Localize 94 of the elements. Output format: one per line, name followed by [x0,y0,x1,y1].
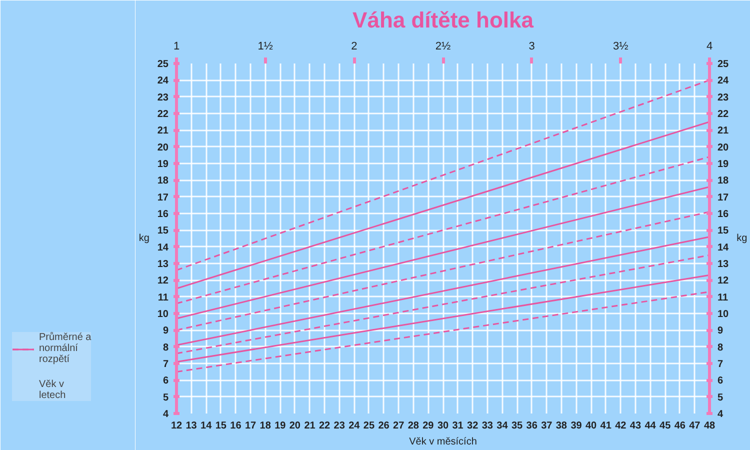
x-tick-label: 20 [289,420,301,432]
x-tick-label: 27 [393,420,405,432]
y2-tick-label: 4 [718,409,724,420]
x-tick-label: 12 [170,420,182,432]
y-tick-label: 5 [162,392,169,404]
x-tick-label: 19 [274,420,286,432]
x-tick-label: 35 [511,420,524,432]
x-tick-label: 41 [600,420,612,432]
x2-tick-label: 4 [706,40,713,52]
y-tick-label: 23 [157,92,169,104]
y-tick-label: 11 [158,292,169,304]
y2-tick-label: 17 [718,192,730,204]
x-tick-label: 14 [200,420,212,432]
y2-tick-label: 16 [718,209,730,220]
y-tick-label: 7 [162,359,169,370]
x-tick-label: 44 [644,420,656,432]
y-tick-label: 16 [157,209,169,220]
x-tick-label: 26 [378,420,390,432]
y-tick-label: 24 [157,76,169,87]
y2-tick-label: 6 [718,376,724,387]
x-tick-label: 23 [334,420,346,432]
y-tick-label: 9 [162,326,169,337]
x-tick-label: 32 [467,420,479,432]
x-tick-label: 13 [186,420,198,432]
x-tick-label: 28 [408,420,420,432]
y2-tick-label: 19 [718,159,730,170]
y-tick-label: 19 [157,159,169,170]
y-tick-label: 22 [157,109,169,120]
y-tick-label: 13 [157,259,169,270]
x-tick-label: 42 [615,420,627,432]
x-tick-label: 22 [318,420,331,432]
y-tick-label: 21 [157,126,169,137]
x-tick-label: 48 [704,420,716,432]
x2-tick-label: 1½ [258,40,273,52]
x2-tick-label: 3½ [613,40,628,52]
y2-tick-label: 18 [718,176,730,187]
x-tick-label: 31 [452,420,464,432]
y2-tick-label: 5 [718,392,724,404]
y2-tick-label: 14 [718,242,730,254]
y2-tick-label: 10 [718,309,730,320]
x-tick-label: 15 [215,420,227,432]
y-tick-label: 17 [157,192,169,204]
y-tick-label: 14 [157,242,169,254]
y-tick-label: 15 [157,226,169,237]
x-tick-label: 33 [482,420,494,432]
y2-tick-label: 23 [718,92,730,104]
x2-tick-label: 2 [351,40,358,52]
y-axis-title: kg [138,233,150,244]
x-tick-label: 16 [230,420,242,432]
x-tick-label: 30 [437,420,449,432]
y2-tick-label: 9 [718,326,724,337]
y-tick-label: 25 [157,59,169,70]
x-axis-title: Věk v měsících [409,436,477,448]
y-tick-label: 20 [157,142,169,154]
y2-tick-label: 22 [718,109,730,120]
x-tick-label: 46 [674,420,686,432]
chart-title: Váha dítěte holka [352,8,534,32]
x-tick-label: 36 [526,420,538,432]
y-tick-label: 4 [162,409,169,420]
y-tick-label: 8 [162,342,169,354]
x-tick-label: 47 [689,420,701,432]
y2-tick-label: 15 [718,226,730,237]
y2-tick-label: 25 [718,59,730,70]
x2-tick-label: 1 [173,40,180,52]
x2-tick-label: 2½ [435,40,451,52]
y2-tick-label: 8 [718,342,724,354]
y-tick-label: 18 [157,176,169,187]
y2-axis-title: kg [736,233,748,244]
y2-tick-label: 13 [718,259,730,270]
y-tick-label: 6 [162,376,169,387]
x-tick-label: 18 [260,420,272,432]
x-tick-label: 21 [304,420,316,432]
x-tick-label: 17 [244,420,257,432]
x2-tick-label: 3 [528,40,535,52]
x-tick-label: 38 [556,420,568,432]
y2-tick-label: 7 [718,359,724,370]
y2-tick-label: 24 [718,76,730,87]
text: Průměrné a normální rozpětí [39,332,92,365]
x2-axis-title: Věk v letech [39,379,66,401]
x-tick-label: 37 [541,420,553,432]
y2-tick-label: 20 [718,142,730,154]
y2-tick-label: 12 [718,276,730,287]
x-tick-label: 24 [348,420,360,432]
x-tick-label: 45 [660,420,672,432]
y2-tick-label: 21 [718,126,730,137]
x-tick-label: 43 [630,420,642,432]
y2-tick-label: 11 [718,292,729,304]
x-tick-label: 29 [422,420,434,432]
x-tick-label: 39 [570,420,582,432]
y-tick-label: 12 [157,276,169,287]
x-tick-label: 25 [363,420,375,432]
x-tick-label: 34 [496,420,508,432]
x-tick-label: 40 [585,420,598,432]
y-tick-label: 10 [157,309,169,320]
